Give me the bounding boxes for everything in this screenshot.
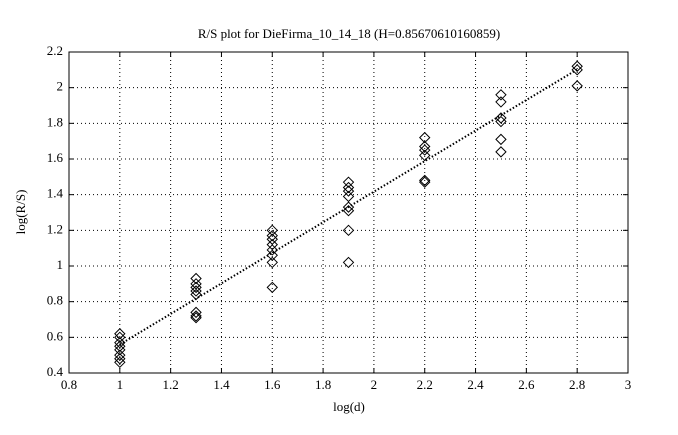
point bbox=[190, 285, 202, 297]
point bbox=[190, 281, 202, 294]
point bbox=[495, 96, 507, 108]
x-tick-label: 2.6 bbox=[518, 377, 535, 392]
point bbox=[266, 256, 278, 269]
x-tick-label: 2.4 bbox=[467, 377, 484, 392]
y-tick-label: 1.8 bbox=[47, 114, 63, 129]
x-tick-label: 2.2 bbox=[417, 377, 433, 392]
y-tick-label: 1 bbox=[57, 257, 64, 272]
x-tick-label: 3 bbox=[625, 377, 632, 392]
x-tick-label: 1.4 bbox=[213, 377, 230, 392]
point bbox=[571, 80, 583, 92]
x-tick-label: 1.2 bbox=[163, 377, 179, 392]
chart-title: R/S plot for DieFirma_10_14_18 (H=0.8567… bbox=[198, 26, 500, 41]
y-axis-label: log(R/S) bbox=[13, 190, 28, 235]
y-tick-label: 0.6 bbox=[47, 328, 64, 343]
x-tick-label: 1.8 bbox=[315, 377, 331, 392]
point bbox=[266, 229, 278, 242]
y-tick-label: 2.2 bbox=[47, 43, 63, 58]
point bbox=[495, 115, 507, 128]
point bbox=[266, 224, 278, 237]
point bbox=[342, 176, 355, 188]
fit-line bbox=[119, 68, 578, 346]
y-tick-label: 0.8 bbox=[47, 293, 63, 308]
point bbox=[114, 340, 126, 352]
x-tick-label: 1.6 bbox=[264, 377, 281, 392]
point bbox=[419, 149, 431, 162]
y-tick-label: 0.4 bbox=[47, 364, 64, 379]
point bbox=[190, 310, 202, 322]
point bbox=[342, 224, 355, 237]
x-tick-label: 0.8 bbox=[61, 377, 77, 392]
x-tick-label: 2 bbox=[371, 377, 378, 392]
point bbox=[114, 331, 126, 344]
y-tick-label: 1.2 bbox=[47, 221, 63, 236]
point bbox=[114, 328, 126, 340]
point bbox=[419, 131, 431, 144]
x-tick-label: 1 bbox=[117, 377, 124, 392]
point bbox=[495, 133, 507, 146]
point bbox=[342, 256, 355, 269]
point bbox=[114, 356, 126, 369]
point bbox=[419, 176, 431, 188]
point bbox=[419, 174, 431, 187]
y-tick-label: 1.6 bbox=[47, 150, 64, 165]
y-tick-label: 1.4 bbox=[47, 186, 64, 201]
point bbox=[342, 181, 355, 194]
point bbox=[419, 144, 431, 156]
plot-frame bbox=[68, 51, 629, 374]
point bbox=[266, 244, 278, 256]
point bbox=[419, 140, 431, 153]
point bbox=[495, 89, 507, 101]
point bbox=[266, 249, 278, 262]
y-tick-label: 2 bbox=[57, 79, 64, 94]
point bbox=[190, 306, 202, 319]
point bbox=[571, 60, 583, 72]
x-axis-label: log(d) bbox=[333, 399, 365, 414]
point bbox=[190, 272, 202, 285]
point bbox=[114, 349, 126, 361]
point bbox=[114, 336, 126, 349]
point bbox=[190, 312, 202, 324]
x-tick-label: 2.8 bbox=[569, 377, 585, 392]
point bbox=[342, 185, 355, 197]
point bbox=[571, 64, 583, 76]
point bbox=[495, 146, 507, 158]
point bbox=[114, 353, 126, 365]
point bbox=[114, 344, 126, 356]
point bbox=[266, 281, 278, 294]
